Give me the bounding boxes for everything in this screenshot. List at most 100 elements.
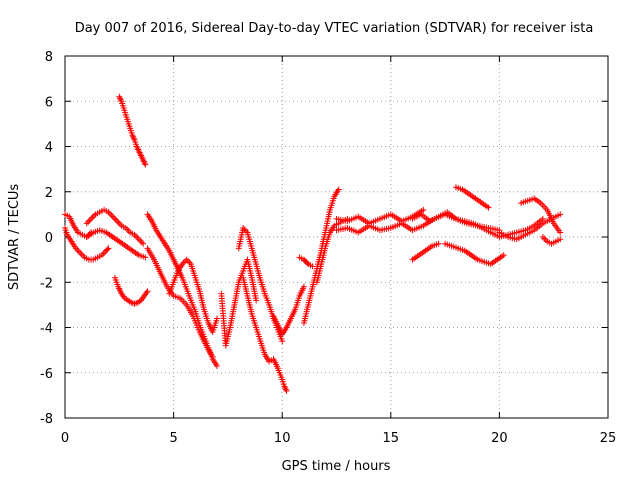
data-point	[142, 161, 149, 168]
data-point	[541, 235, 548, 242]
data-point	[253, 297, 260, 304]
data-point	[142, 254, 149, 261]
y-tick-label: 0	[45, 231, 53, 246]
data-point	[282, 384, 289, 391]
data-point	[557, 229, 564, 236]
data-point	[115, 219, 122, 226]
x-tick-label: 5	[169, 431, 177, 446]
data-point	[209, 353, 216, 360]
series-segment-m	[270, 283, 307, 338]
data-point	[86, 217, 93, 224]
data-point	[300, 283, 307, 290]
y-tick-label: 8	[45, 50, 53, 65]
plot-frame	[64, 55, 609, 419]
series-segment-j	[218, 256, 260, 349]
data-point	[283, 387, 290, 394]
data-point	[485, 204, 492, 211]
data-point	[85, 218, 92, 225]
data-point	[117, 96, 124, 103]
series-segment-o	[300, 186, 342, 326]
data-marks	[62, 93, 564, 394]
data-point	[130, 135, 137, 142]
chart-title: Day 007 of 2016, Sidereal Day-to-day VTE…	[75, 21, 594, 36]
y-tick-label: 4	[45, 141, 53, 156]
data-point	[214, 362, 221, 369]
data-point	[130, 133, 137, 140]
x-axis-label: GPS time / hours	[282, 459, 391, 474]
series-segment-v	[452, 184, 492, 211]
data-point	[214, 315, 221, 322]
data-point	[144, 288, 151, 295]
data-point	[183, 256, 190, 263]
data-point	[80, 252, 87, 259]
data-point	[117, 95, 124, 102]
series-segment-b	[62, 224, 112, 263]
series-segment-p	[313, 215, 351, 286]
series-segment-u	[442, 240, 507, 268]
series-segment-x	[518, 195, 564, 236]
x-tick-label: 10	[274, 431, 291, 446]
data-point	[304, 260, 311, 267]
y-tick-label: -6	[40, 367, 53, 382]
data-point	[78, 251, 85, 258]
y-tick-label: -4	[40, 322, 53, 337]
series-segment-s	[409, 209, 546, 240]
series-segment-c	[83, 206, 147, 247]
x-axis: 0 5 10 15 20 25	[61, 56, 616, 446]
y-axis: -8 -6 -4 -2 0 2 4 6 8	[40, 50, 608, 427]
data-point	[108, 212, 115, 219]
data-point	[88, 215, 95, 222]
data-point	[105, 245, 112, 252]
data-point	[109, 213, 116, 220]
data-point	[435, 240, 442, 247]
y-tick-label: 6	[45, 95, 53, 110]
data-point	[89, 214, 96, 221]
series-segment-n	[296, 254, 316, 270]
grid	[65, 56, 608, 418]
series-segment-i	[166, 256, 221, 336]
data-point	[114, 218, 121, 225]
data-point	[90, 212, 97, 219]
data-point	[500, 252, 507, 259]
data-point	[100, 250, 107, 257]
series-segment-t	[409, 240, 442, 263]
data-point	[134, 234, 141, 241]
series-segment-d	[83, 227, 149, 261]
y-tick-label: 2	[45, 186, 53, 201]
data-point	[185, 258, 192, 265]
data-point	[124, 226, 131, 233]
y-tick-label: -2	[40, 276, 53, 291]
data-point	[335, 186, 342, 193]
data-point	[77, 249, 84, 256]
data-point	[137, 237, 144, 244]
y-axis-label: SDTVAR / TECUs	[7, 184, 22, 291]
series-segment-f	[111, 274, 151, 307]
data-point	[135, 236, 142, 243]
data-point	[279, 338, 286, 345]
data-point	[542, 237, 549, 244]
data-point	[112, 216, 119, 223]
x-tick-label: 25	[600, 431, 617, 446]
x-tick-label: 0	[61, 431, 69, 446]
data-point	[111, 215, 118, 222]
data-point	[125, 227, 132, 234]
data-point	[106, 210, 113, 217]
data-point	[75, 248, 82, 255]
data-point	[132, 233, 139, 240]
data-point	[117, 221, 124, 228]
y-tick-label: -8	[40, 412, 53, 427]
data-point	[539, 234, 546, 240]
series-segment-y	[539, 234, 564, 247]
data-point	[420, 206, 427, 213]
data-point	[140, 240, 147, 247]
data-point	[557, 236, 564, 243]
x-tick-label: 15	[383, 431, 400, 446]
series-segment-l	[240, 274, 290, 394]
data-point	[104, 246, 111, 253]
data-point	[83, 220, 90, 227]
series-segment-e	[116, 93, 149, 168]
data-point	[282, 386, 289, 393]
data-point	[557, 211, 564, 218]
data-point	[138, 239, 145, 246]
